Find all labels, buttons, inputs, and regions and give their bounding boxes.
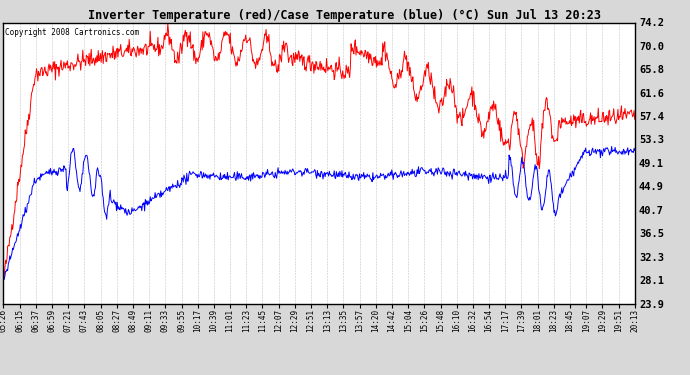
Text: Inverter Temperature (red)/Case Temperature (blue) (°C) Sun Jul 13 20:23: Inverter Temperature (red)/Case Temperat…	[88, 9, 602, 22]
Text: Copyright 2008 Cartronics.com: Copyright 2008 Cartronics.com	[5, 28, 139, 37]
